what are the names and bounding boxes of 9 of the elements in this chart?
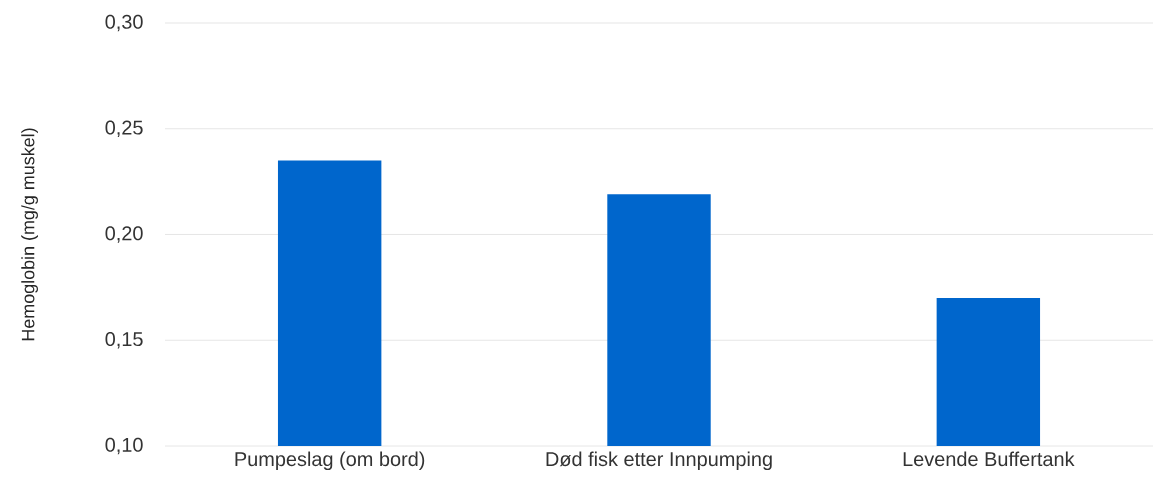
y-tick-label: 0,25 xyxy=(105,120,143,137)
y-axis-title: Hemoglobin (mg/g muskel) xyxy=(21,128,38,341)
x-tick-label: Pumpeslag (om bord) xyxy=(235,451,425,471)
x-tick-label: Død fisk etter Innpumping xyxy=(546,451,772,471)
y-tick-label: 0,20 xyxy=(105,226,143,243)
y-tick-label: 0,15 xyxy=(105,332,143,349)
y-tick-label: 0,30 xyxy=(105,14,143,32)
x-tick-label: Levende Buffertank xyxy=(903,451,1075,467)
y-tick-label: 0,10 xyxy=(105,437,143,455)
